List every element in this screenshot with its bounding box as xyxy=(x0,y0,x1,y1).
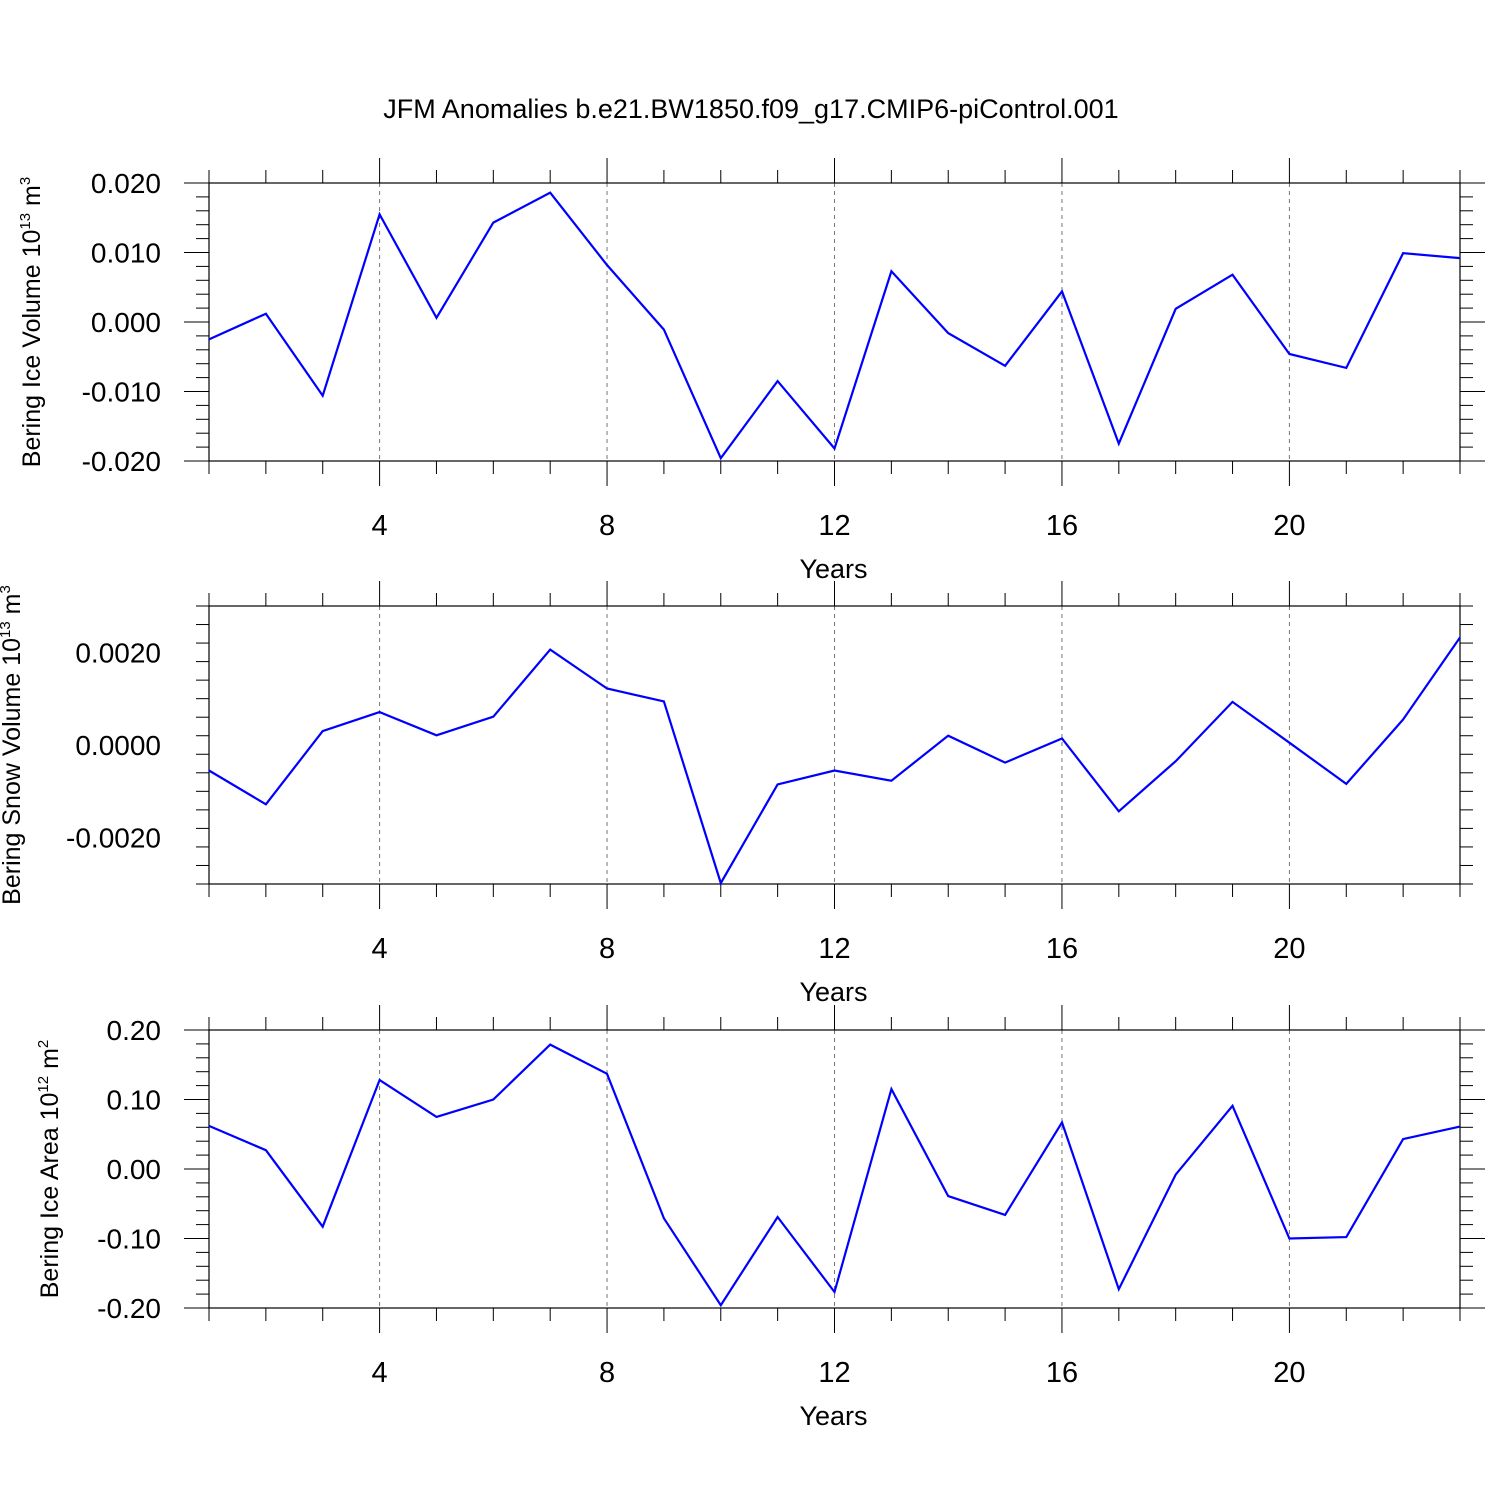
y-axis-label: Bering Ice Area 1012 m2 xyxy=(35,1040,64,1299)
y-axis-label: Bering Ice Volume 1013 m3 xyxy=(17,177,46,467)
x-tick-label: 4 xyxy=(372,1357,388,1389)
y-tick-label: 0.010 xyxy=(91,238,161,269)
x-tick-label: 20 xyxy=(1273,1357,1305,1389)
panel-ice-volume: 4 8 12 16 20 -0.020 -0.010 0.000 0.010 0.020 Years… xyxy=(17,158,1485,584)
x-axis-label: Years xyxy=(799,977,867,1007)
y-tick-label: -0.0020 xyxy=(66,823,161,854)
x-tick-label: 16 xyxy=(1046,510,1078,542)
series-line-ice-volume xyxy=(208,191,1461,461)
y-tick-label: 0.00 xyxy=(107,1154,162,1185)
y-tick-label: 0.000 xyxy=(91,307,161,338)
panel-ice-area: 4 8 12 16 20 -0.20 -0.10 0.00 0.10 0.20 Years Berin… xyxy=(35,1005,1485,1431)
x-tick-label: 8 xyxy=(599,933,615,965)
x-tick-label: 12 xyxy=(818,933,850,965)
series-line-snow-volume xyxy=(208,636,1461,886)
x-tick-label: 12 xyxy=(818,510,850,542)
x-tick-label: 12 xyxy=(818,1357,850,1389)
y-tick-label: 0.020 xyxy=(91,168,161,199)
y-tick-label: -0.10 xyxy=(97,1224,161,1255)
chart-title: JFM Anomalies b.e21.BW1850.f09_g17.CMIP6… xyxy=(383,94,1118,124)
x-tick-label: 8 xyxy=(599,510,615,542)
x-tick-label: 16 xyxy=(1046,933,1078,965)
y-tick-label: -0.010 xyxy=(82,377,161,408)
x-tick-label: 8 xyxy=(599,1357,615,1389)
y-tick-label: 0.20 xyxy=(107,1015,162,1046)
y-tick-label: -0.20 xyxy=(97,1293,161,1324)
y-tick-label: 0.10 xyxy=(107,1085,162,1116)
x-axis-label: Years xyxy=(799,1401,867,1431)
panel-snow-volume: 4 8 12 16 20 -0.0020 0.0000 0.0020 Years Bering S… xyxy=(0,581,1473,1007)
x-tick-label: 16 xyxy=(1046,1357,1078,1389)
panels: 4 8 12 16 20 -0.020 -0.010 0.000 0.010 0.020 Years… xyxy=(0,158,1485,1431)
y-axis-label: Bering Snow Volume 1013 m3 xyxy=(0,585,26,905)
x-tick-label: 20 xyxy=(1273,933,1305,965)
x-axis-label: Years xyxy=(799,554,867,584)
x-tick-label: 20 xyxy=(1273,510,1305,542)
y-tick-label: 0.0020 xyxy=(75,637,161,668)
y-tick-label: -0.020 xyxy=(82,446,161,477)
y-tick-label: 0.0000 xyxy=(75,730,161,761)
series-line-ice-area xyxy=(208,1043,1461,1308)
x-tick-label: 4 xyxy=(372,933,388,965)
x-tick-label: 4 xyxy=(372,510,388,542)
